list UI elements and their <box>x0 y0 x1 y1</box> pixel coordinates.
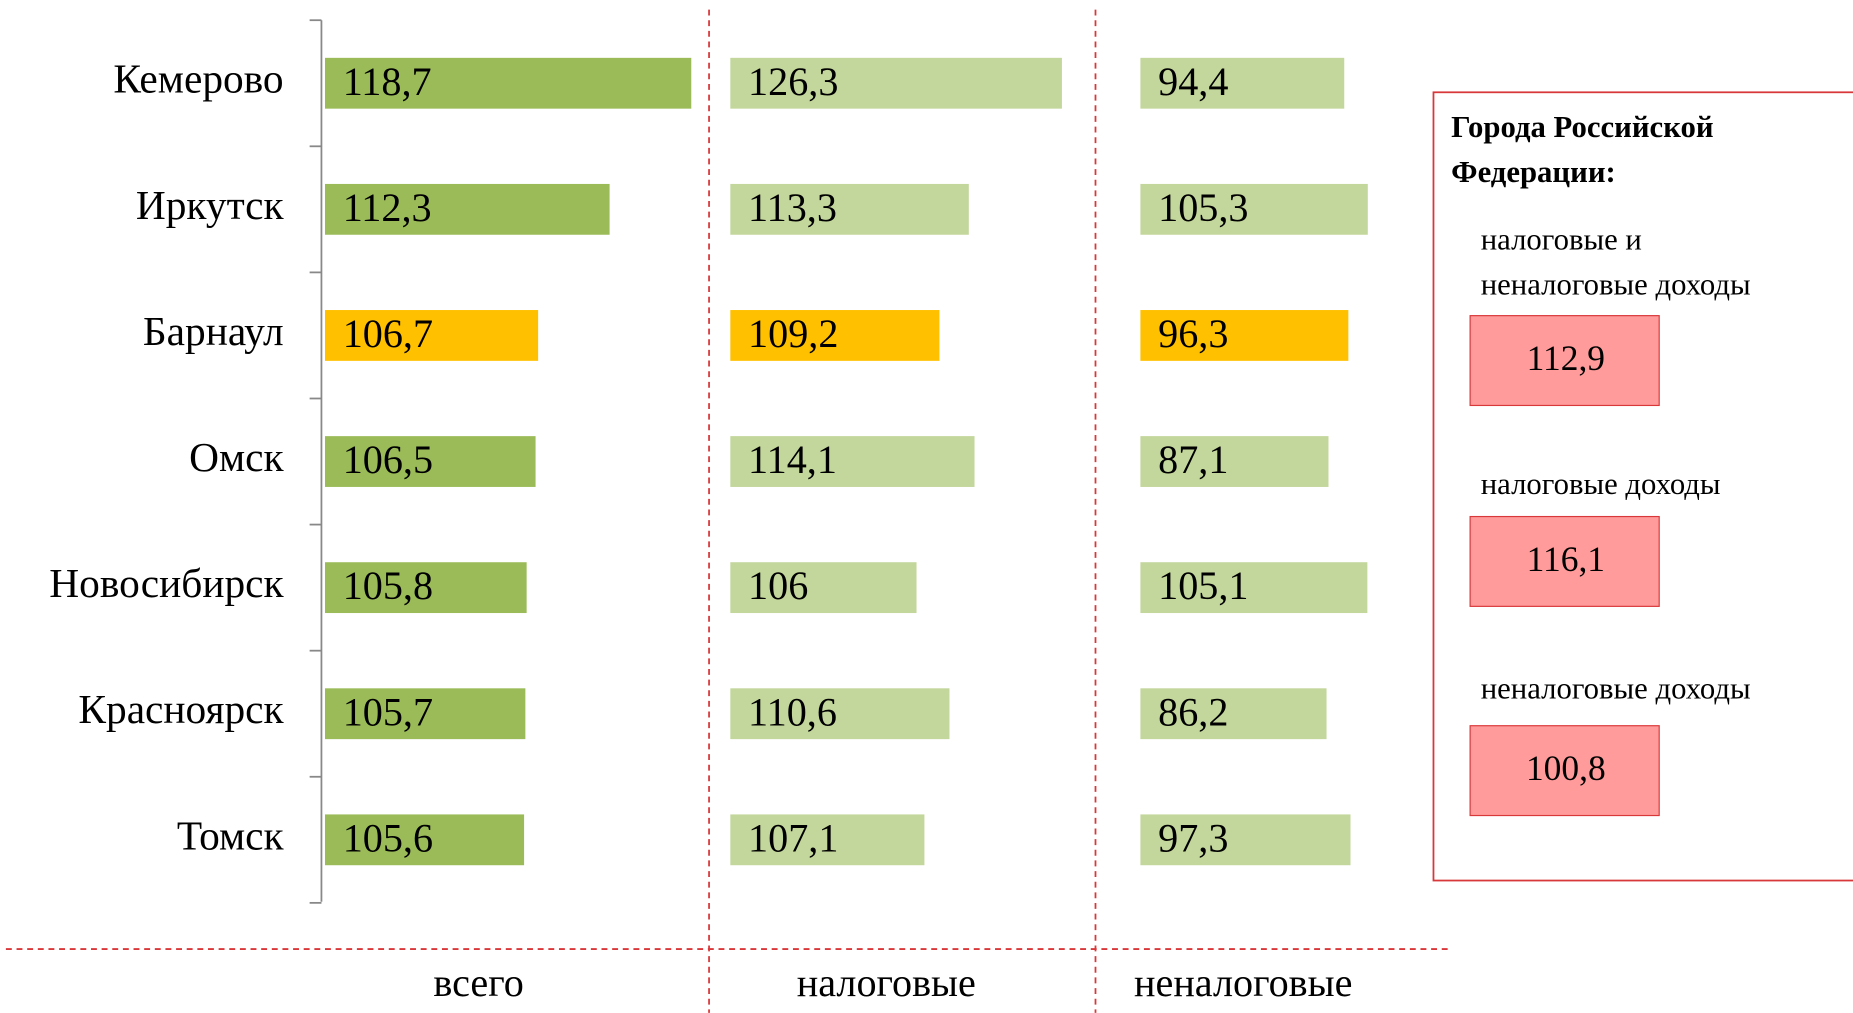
bar <box>1140 183 1368 235</box>
bar <box>730 436 975 487</box>
category-label: Омск <box>189 434 284 480</box>
bar <box>730 57 1062 109</box>
bar <box>324 814 525 866</box>
bar <box>324 436 536 487</box>
value-label: 97,3 <box>1158 815 1228 860</box>
bar <box>324 183 610 235</box>
bar <box>324 57 692 109</box>
bar <box>730 814 925 866</box>
rf-value: 100,8 <box>1526 748 1606 788</box>
value-label: 94,4 <box>1158 59 1228 104</box>
bar <box>1140 562 1368 614</box>
rf-value-box <box>1469 725 1660 817</box>
bar <box>1140 436 1329 487</box>
value-label: 96,3 <box>1158 311 1228 356</box>
value-label: 106,7 <box>343 311 433 356</box>
rf-label: налоговые и <box>1481 222 1642 256</box>
value-label: 106 <box>748 563 808 608</box>
rf-value-box <box>1469 515 1660 607</box>
value-label: 126,3 <box>748 59 838 104</box>
value-label: 105,8 <box>343 563 433 608</box>
value-label: 114,1 <box>748 437 837 482</box>
category-label: Иркутск <box>136 182 285 228</box>
value-label: 112,3 <box>343 185 432 230</box>
bar <box>1140 310 1349 361</box>
category-label: Барнаул <box>143 308 284 354</box>
rf-value: 116,1 <box>1527 539 1605 579</box>
rf-label: неналоговые доходы <box>1481 267 1751 301</box>
value-label: 86,2 <box>1158 689 1228 734</box>
value-label: 105,7 <box>343 689 433 734</box>
bar <box>1140 814 1351 866</box>
value-label: 110,6 <box>748 689 837 734</box>
rf-value: 112,9 <box>1527 338 1605 378</box>
value-label: 105,6 <box>343 815 433 860</box>
bar <box>730 562 917 614</box>
value-label: 107,1 <box>748 815 838 860</box>
category-label: Красноярск <box>78 686 284 732</box>
category-label: Новосибирск <box>49 560 284 606</box>
bar <box>324 310 539 361</box>
panel-label: налоговые <box>797 960 976 1005</box>
rf-label: налоговые доходы <box>1481 467 1721 501</box>
value-label: 105,1 <box>1158 563 1248 608</box>
rf-title: Города Российской <box>1451 110 1713 144</box>
bar <box>324 562 527 614</box>
value-label: 109,2 <box>748 311 838 356</box>
panel-label: всего <box>433 960 523 1005</box>
bar <box>1140 688 1327 740</box>
bar <box>730 688 950 740</box>
rf-value-box <box>1469 315 1660 407</box>
panel-label: неналоговые <box>1134 960 1352 1005</box>
rf-title: Федерации: <box>1451 155 1616 189</box>
value-label: 87,1 <box>1158 437 1228 482</box>
rf-box <box>1432 91 1853 882</box>
bar <box>1140 57 1345 109</box>
bar <box>730 310 940 361</box>
value-label: 118,7 <box>343 59 432 104</box>
category-label: Кемерово <box>113 56 283 102</box>
rf-label: неналоговые доходы <box>1481 671 1751 705</box>
category-label: Томск <box>177 812 285 858</box>
bar <box>730 183 969 235</box>
value-label: 113,3 <box>748 185 837 230</box>
value-label: 106,5 <box>343 437 433 482</box>
value-label: 105,3 <box>1158 185 1248 230</box>
bar <box>324 688 526 740</box>
